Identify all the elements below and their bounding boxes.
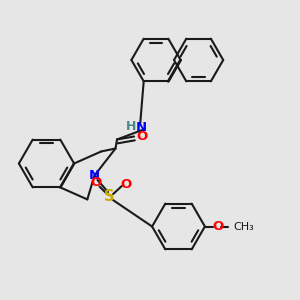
Text: N: N [135, 121, 147, 134]
Text: O: O [120, 178, 132, 191]
Text: S: S [104, 189, 115, 204]
Text: O: O [212, 220, 224, 233]
Text: CH₃: CH₃ [234, 221, 254, 232]
Text: O: O [136, 130, 148, 143]
Text: H: H [126, 120, 136, 133]
Text: O: O [90, 176, 102, 190]
Text: N: N [89, 169, 100, 182]
